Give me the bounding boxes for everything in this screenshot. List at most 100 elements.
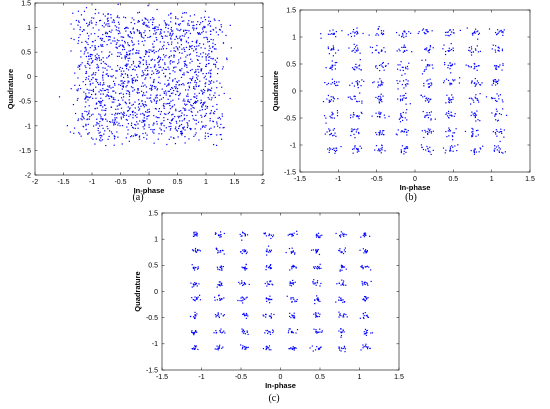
data-point bbox=[123, 112, 125, 114]
data-point bbox=[148, 108, 150, 110]
data-point bbox=[89, 47, 91, 49]
data-point bbox=[432, 130, 434, 132]
data-point bbox=[319, 285, 321, 287]
data-point bbox=[132, 68, 135, 70]
data-point bbox=[191, 68, 193, 71]
data-point bbox=[343, 313, 345, 316]
data-point bbox=[201, 92, 204, 94]
data-point bbox=[427, 101, 430, 103]
data-point bbox=[144, 40, 146, 42]
data-point bbox=[380, 83, 382, 85]
data-point bbox=[364, 283, 366, 286]
data-point bbox=[499, 148, 501, 150]
data-point bbox=[402, 69, 404, 72]
data-point bbox=[184, 135, 186, 138]
data-point bbox=[359, 145, 361, 147]
data-point bbox=[191, 330, 193, 332]
data-point bbox=[331, 113, 334, 115]
data-point bbox=[144, 30, 146, 32]
data-point bbox=[324, 133, 326, 135]
data-point bbox=[204, 85, 206, 88]
data-point bbox=[151, 73, 153, 76]
data-point bbox=[332, 33, 334, 35]
data-point bbox=[363, 346, 365, 348]
data-point bbox=[86, 114, 89, 116]
data-point bbox=[471, 32, 474, 34]
data-point bbox=[332, 47, 334, 50]
data-point bbox=[98, 55, 100, 57]
data-point bbox=[123, 70, 125, 72]
data-point bbox=[82, 116, 85, 118]
data-point bbox=[399, 69, 401, 71]
data-point bbox=[496, 33, 498, 35]
data-point bbox=[429, 64, 431, 66]
data-point bbox=[330, 132, 333, 135]
y-tick-label: -1.5 bbox=[146, 367, 158, 374]
data-point bbox=[362, 313, 365, 315]
data-point bbox=[501, 69, 503, 71]
data-point bbox=[315, 234, 317, 236]
data-point bbox=[342, 252, 345, 255]
data-point bbox=[430, 153, 432, 156]
data-point bbox=[291, 347, 293, 350]
data-point bbox=[451, 64, 453, 67]
data-point bbox=[221, 284, 223, 287]
data-point bbox=[138, 32, 141, 34]
data-point bbox=[214, 59, 216, 61]
data-point bbox=[107, 95, 110, 97]
data-point bbox=[112, 40, 114, 42]
data-point bbox=[87, 60, 89, 63]
data-point bbox=[429, 46, 431, 48]
data-point bbox=[221, 298, 223, 300]
data-point bbox=[244, 249, 246, 252]
data-point bbox=[477, 38, 479, 40]
data-point bbox=[401, 36, 403, 38]
data-point bbox=[240, 344, 242, 346]
panel-c-y-axis-label: Quadrature bbox=[133, 271, 142, 311]
data-point bbox=[447, 130, 449, 132]
data-point bbox=[399, 80, 401, 82]
data-point bbox=[219, 330, 221, 332]
data-point bbox=[473, 62, 475, 65]
data-point bbox=[267, 251, 270, 253]
data-point bbox=[196, 285, 198, 287]
data-point bbox=[270, 249, 273, 251]
data-point bbox=[270, 349, 272, 351]
data-point bbox=[100, 59, 103, 61]
data-point bbox=[408, 31, 410, 33]
data-point bbox=[267, 332, 269, 334]
data-point bbox=[349, 117, 352, 119]
data-point bbox=[496, 120, 499, 122]
data-point bbox=[470, 51, 472, 54]
data-point bbox=[85, 66, 87, 69]
data-point bbox=[95, 48, 97, 50]
data-point bbox=[424, 95, 426, 97]
data-point bbox=[200, 68, 202, 70]
data-point bbox=[153, 100, 156, 102]
data-point bbox=[84, 106, 86, 108]
data-point bbox=[365, 330, 368, 332]
data-point bbox=[116, 65, 119, 67]
data-point bbox=[88, 58, 90, 60]
data-point bbox=[190, 78, 192, 80]
data-point bbox=[153, 27, 155, 29]
data-point bbox=[502, 152, 504, 154]
data-point bbox=[144, 101, 146, 103]
data-point bbox=[145, 60, 147, 62]
data-point bbox=[195, 101, 198, 103]
data-point bbox=[188, 87, 191, 89]
data-point bbox=[189, 82, 191, 84]
data-point bbox=[163, 54, 165, 56]
data-point bbox=[149, 36, 151, 38]
data-point bbox=[356, 80, 359, 82]
data-point bbox=[174, 22, 177, 24]
data-point bbox=[474, 85, 476, 87]
data-point bbox=[153, 33, 155, 35]
data-point bbox=[365, 297, 367, 299]
data-point bbox=[115, 29, 117, 31]
data-point bbox=[492, 79, 494, 81]
data-point bbox=[217, 234, 220, 237]
data-point bbox=[405, 35, 407, 37]
data-point bbox=[116, 16, 118, 18]
data-point bbox=[150, 94, 152, 96]
